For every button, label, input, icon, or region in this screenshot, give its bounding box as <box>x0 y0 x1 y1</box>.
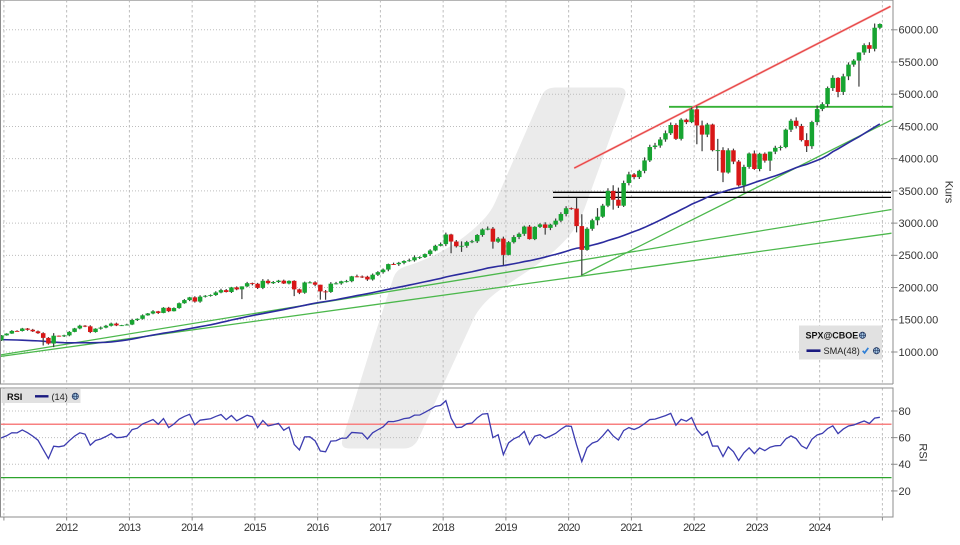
svg-text:2000.00: 2000.00 <box>899 282 939 294</box>
svg-text:5000.00: 5000.00 <box>899 89 939 101</box>
svg-text:2500.00: 2500.00 <box>899 250 939 262</box>
svg-text:2019: 2019 <box>495 522 518 534</box>
svg-text:4500.00: 4500.00 <box>899 121 939 133</box>
svg-text:2014: 2014 <box>181 522 204 534</box>
svg-text:RSI: RSI <box>7 392 22 402</box>
svg-text:4000.00: 4000.00 <box>899 154 939 166</box>
svg-text:2018: 2018 <box>432 522 455 534</box>
svg-text:2023: 2023 <box>746 522 769 534</box>
svg-text:SPX@CBOE: SPX@CBOE <box>806 331 859 341</box>
svg-text:1000.00: 1000.00 <box>899 347 939 359</box>
svg-text:2016: 2016 <box>307 522 330 534</box>
svg-text:2015: 2015 <box>244 522 267 534</box>
svg-text:40: 40 <box>899 459 911 471</box>
svg-text:2013: 2013 <box>118 522 141 534</box>
svg-text:RSI: RSI <box>917 443 929 461</box>
svg-text:2024: 2024 <box>809 522 832 534</box>
svg-text:5500.00: 5500.00 <box>899 57 939 69</box>
svg-text:3500.00: 3500.00 <box>899 186 939 198</box>
svg-text:6000.00: 6000.00 <box>899 25 939 37</box>
svg-text:(14): (14) <box>52 392 68 402</box>
svg-text:3000.00: 3000.00 <box>899 218 939 230</box>
svg-text:20: 20 <box>899 486 911 498</box>
svg-text:80: 80 <box>899 406 911 418</box>
svg-text:2012: 2012 <box>56 522 79 534</box>
svg-text:2021: 2021 <box>620 522 643 534</box>
svg-text:1500.00: 1500.00 <box>899 315 939 327</box>
svg-text:2022: 2022 <box>683 522 706 534</box>
svg-text:2020: 2020 <box>558 522 581 534</box>
svg-text:2017: 2017 <box>369 522 392 534</box>
svg-text:Kurs: Kurs <box>943 181 955 204</box>
svg-text:SMA(48): SMA(48) <box>824 346 860 356</box>
svg-text:60: 60 <box>899 433 911 445</box>
